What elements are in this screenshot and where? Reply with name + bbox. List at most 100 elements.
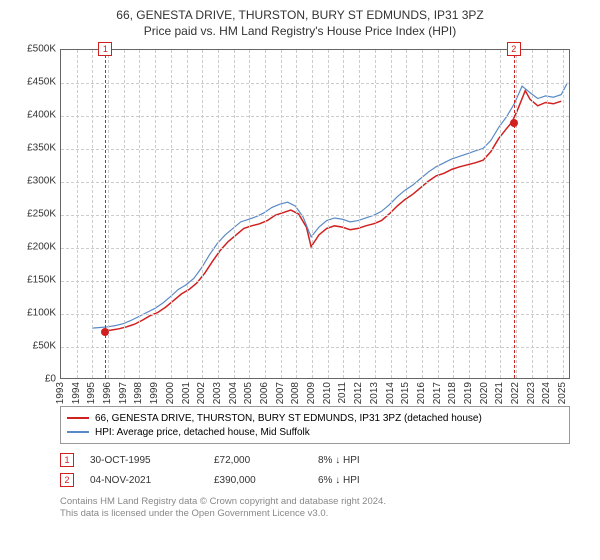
x-axis-label: 2015	[400, 382, 411, 404]
gridline-h	[61, 116, 569, 117]
gridline-v	[391, 50, 392, 378]
gridline-v	[485, 50, 486, 378]
gridline-v	[171, 50, 172, 378]
x-axis-label: 2002	[196, 382, 207, 404]
x-axis-label: 2020	[479, 382, 490, 404]
y-axis-label: £50K	[33, 341, 56, 352]
gridline-v	[124, 50, 125, 378]
x-axis-label: 2016	[416, 382, 427, 404]
x-axis-label: 1996	[102, 382, 113, 404]
gridline-v	[532, 50, 533, 378]
marker-dot-1	[101, 328, 109, 336]
series-hpi	[92, 83, 567, 328]
transaction-price: £72,000	[214, 455, 314, 466]
gridline-h	[61, 314, 569, 315]
gridline-v	[187, 50, 188, 378]
gridline-v	[77, 50, 78, 378]
chart-area: 12 £0£50K£100K£150K£200K£250K£300K£350K£…	[10, 44, 590, 400]
y-axis-label: £300K	[27, 176, 56, 187]
gridline-v	[343, 50, 344, 378]
y-axis-label: £250K	[27, 209, 56, 220]
x-axis-label: 2005	[243, 382, 254, 404]
gridline-h	[61, 83, 569, 84]
gridline-v	[296, 50, 297, 378]
plot-area: 12	[60, 49, 570, 379]
marker-line-2	[514, 50, 515, 378]
x-axis-label: 2017	[432, 382, 443, 404]
x-axis-label: 2014	[385, 382, 396, 404]
transaction-row: 1 30-OCT-1995 £72,000 8% ↓ HPI	[60, 450, 570, 470]
gridline-v	[234, 50, 235, 378]
gridline-h	[61, 281, 569, 282]
gridline-v	[281, 50, 282, 378]
gridline-v	[359, 50, 360, 378]
x-axis-label: 2008	[290, 382, 301, 404]
legend-box: 66, GENESTA DRIVE, THURSTON, BURY ST EDM…	[60, 406, 570, 444]
x-axis-label: 2013	[369, 382, 380, 404]
transaction-price: £390,000	[214, 475, 314, 486]
marker-label-2: 2	[507, 42, 521, 56]
gridline-v	[422, 50, 423, 378]
gridline-v	[92, 50, 93, 378]
legend-swatch	[67, 417, 89, 419]
marker-label-1: 1	[98, 42, 112, 56]
title-subtitle: Price paid vs. HM Land Registry's House …	[10, 24, 590, 38]
gridline-v	[328, 50, 329, 378]
gridline-v	[202, 50, 203, 378]
x-axis-label: 2000	[165, 382, 176, 404]
gridline-v	[406, 50, 407, 378]
legend-row: 66, GENESTA DRIVE, THURSTON, BURY ST EDM…	[67, 411, 563, 425]
x-axis-label: 1998	[133, 382, 144, 404]
gridline-v	[218, 50, 219, 378]
gridline-v	[265, 50, 266, 378]
transaction-row: 204-NOV-2021£390,0006% ↓ HPI	[60, 470, 570, 490]
gridline-h	[61, 248, 569, 249]
gridline-v	[547, 50, 548, 378]
x-axis-label: 2003	[212, 382, 223, 404]
transaction-date: 30-OCT-1995	[90, 455, 210, 466]
x-axis-label: 2018	[447, 382, 458, 404]
x-axis-label: 2009	[306, 382, 317, 404]
x-axis-label: 2022	[510, 382, 521, 404]
x-axis-label: 1997	[118, 382, 129, 404]
x-axis-label: 2004	[228, 382, 239, 404]
x-axis-label: 1993	[55, 382, 66, 404]
y-axis-label: £200K	[27, 242, 56, 253]
marker-dot-2	[510, 119, 518, 127]
gridline-v	[375, 50, 376, 378]
x-axis-label: 1994	[71, 382, 82, 404]
attribution-text: Contains HM Land Registry data © Crown c…	[60, 496, 570, 521]
gridline-v	[469, 50, 470, 378]
gridline-h	[61, 182, 569, 183]
gridline-v	[312, 50, 313, 378]
gridline-h	[61, 215, 569, 216]
legend-row: HPI: Average price, detached house, Mid …	[67, 425, 563, 439]
legend-label: HPI: Average price, detached house, Mid …	[95, 427, 310, 438]
x-axis-label: 2001	[181, 382, 192, 404]
gridline-v	[139, 50, 140, 378]
gridline-v	[249, 50, 250, 378]
transaction-id-box: 1	[60, 453, 74, 467]
x-axis-label: 2010	[322, 382, 333, 404]
y-axis-label: £100K	[27, 308, 56, 319]
transaction-pct: 8% ↓ HPI	[318, 455, 438, 466]
x-axis-label: 2023	[526, 382, 537, 404]
x-axis-label: 2019	[463, 382, 474, 404]
y-axis-label: £350K	[27, 143, 56, 154]
transaction-date: 04-NOV-2021	[90, 475, 210, 486]
attribution-line2: This data is licensed under the Open Gov…	[60, 508, 570, 520]
gridline-h	[61, 149, 569, 150]
line-svg	[61, 50, 569, 378]
gridline-h	[61, 347, 569, 348]
y-axis-label: £450K	[27, 77, 56, 88]
gridline-v	[563, 50, 564, 378]
y-axis-label: £500K	[27, 44, 56, 55]
gridline-v	[155, 50, 156, 378]
gridline-v	[438, 50, 439, 378]
x-axis-label: 2011	[337, 382, 348, 404]
attribution-line1: Contains HM Land Registry data © Crown c…	[60, 496, 570, 508]
x-axis-label: 2021	[494, 382, 505, 404]
x-axis-label: 1995	[86, 382, 97, 404]
transaction-id-box: 2	[60, 473, 74, 487]
x-axis-label: 2025	[557, 382, 568, 404]
